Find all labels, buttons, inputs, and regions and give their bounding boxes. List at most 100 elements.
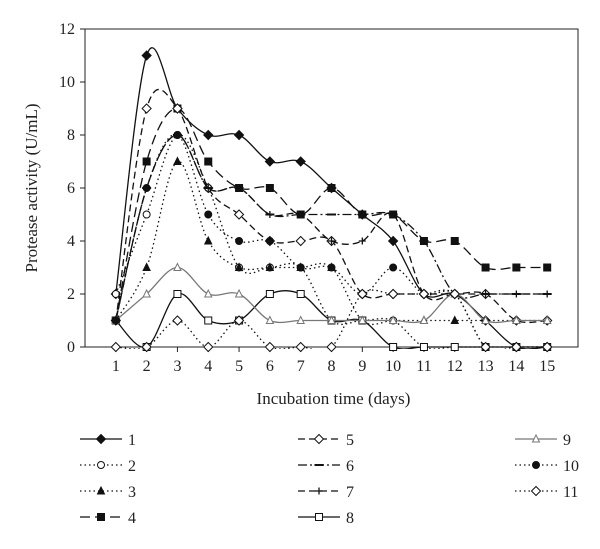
legend-marker bbox=[315, 513, 323, 521]
legend-label: 6 bbox=[346, 458, 354, 475]
data-point bbox=[326, 341, 337, 353]
data-point bbox=[203, 288, 213, 298]
legend-marker bbox=[96, 485, 106, 495]
legend-item-4: 4 bbox=[80, 510, 136, 527]
y-tick-label: 12 bbox=[59, 21, 75, 38]
x-tick-label: 1 bbox=[112, 358, 120, 375]
data-point bbox=[111, 290, 120, 298]
data-point bbox=[233, 209, 245, 220]
data-point bbox=[419, 315, 429, 324]
legend-label: 10 bbox=[563, 458, 579, 475]
legend-item-2: 2 bbox=[80, 458, 136, 475]
data-point bbox=[296, 263, 305, 272]
data-point bbox=[387, 235, 399, 247]
data-point bbox=[358, 315, 367, 324]
x-tick-label: 6 bbox=[266, 358, 274, 375]
data-point bbox=[265, 315, 275, 324]
legend-item-9: 9 bbox=[515, 432, 571, 449]
data-point bbox=[480, 341, 491, 353]
legend-item-10: 10 bbox=[515, 458, 579, 475]
data-point bbox=[173, 290, 182, 298]
data-point bbox=[265, 290, 274, 298]
x-tick-label: 3 bbox=[173, 358, 181, 375]
data-point bbox=[235, 237, 244, 245]
data-point bbox=[266, 211, 274, 218]
legend-marker bbox=[313, 433, 325, 445]
data-point bbox=[141, 50, 152, 61]
data-point bbox=[141, 341, 152, 353]
data-point bbox=[357, 288, 368, 300]
data-point bbox=[203, 235, 213, 245]
legend-marker bbox=[95, 433, 107, 445]
data-point bbox=[541, 341, 553, 353]
legend-label: 9 bbox=[563, 432, 571, 449]
data-point bbox=[173, 131, 182, 139]
x-tick-label: 10 bbox=[385, 358, 401, 375]
data-point bbox=[327, 263, 336, 272]
data-point bbox=[141, 103, 152, 114]
data-point bbox=[233, 129, 245, 141]
y-tick-label: 6 bbox=[67, 180, 75, 197]
x-tick-label: 9 bbox=[358, 358, 366, 375]
data-point bbox=[233, 315, 245, 326]
legend-marker bbox=[530, 485, 542, 497]
series-line-1 bbox=[115, 47, 548, 349]
series-5 bbox=[110, 88, 553, 326]
data-point bbox=[142, 210, 151, 219]
y-tick-label: 8 bbox=[67, 127, 75, 144]
data-point bbox=[418, 288, 430, 300]
data-point bbox=[265, 237, 274, 245]
data-point bbox=[481, 263, 490, 272]
data-point bbox=[512, 315, 521, 324]
data-point bbox=[328, 237, 335, 245]
data-point bbox=[296, 290, 305, 298]
data-point bbox=[389, 343, 398, 351]
x-axis-label: Incubation time (days) bbox=[257, 389, 411, 408]
data-point bbox=[203, 341, 214, 353]
data-point bbox=[203, 129, 214, 141]
data-point bbox=[173, 156, 182, 165]
legend-marker bbox=[97, 461, 105, 469]
data-point bbox=[388, 315, 398, 324]
data-point bbox=[173, 262, 182, 271]
data-point bbox=[204, 184, 212, 192]
legend-item-5: 5 bbox=[298, 432, 354, 449]
legend-marker bbox=[315, 487, 323, 495]
data-point bbox=[512, 290, 520, 298]
data-point bbox=[296, 315, 305, 324]
legend-item-3: 3 bbox=[80, 484, 136, 501]
data-point bbox=[512, 263, 521, 272]
legend-marker bbox=[531, 433, 541, 443]
legend-marker bbox=[532, 461, 540, 469]
legend-label: 8 bbox=[346, 510, 354, 527]
legend-item-7: 7 bbox=[298, 484, 354, 501]
data-point bbox=[297, 211, 305, 218]
data-point bbox=[172, 315, 183, 326]
legend-item-11: 11 bbox=[515, 484, 578, 501]
data-point bbox=[450, 237, 459, 245]
series-1 bbox=[110, 47, 553, 353]
legend-label: 7 bbox=[346, 484, 354, 501]
data-point bbox=[142, 262, 151, 271]
legend-label: 4 bbox=[128, 510, 136, 527]
legend-item-8: 8 bbox=[298, 510, 354, 527]
series-11 bbox=[110, 288, 553, 353]
data-point bbox=[450, 315, 460, 324]
data-point bbox=[204, 316, 213, 325]
data-point bbox=[295, 156, 306, 167]
data-point bbox=[111, 316, 120, 325]
x-tick-label: 14 bbox=[508, 358, 524, 375]
data-point bbox=[142, 157, 151, 166]
legend-label: 11 bbox=[563, 484, 578, 501]
data-point bbox=[142, 184, 151, 192]
series-line-5 bbox=[115, 88, 548, 324]
data-point bbox=[450, 343, 459, 351]
data-point bbox=[265, 262, 275, 271]
y-tick-label: 2 bbox=[67, 286, 75, 303]
data-point bbox=[110, 341, 122, 353]
data-point bbox=[264, 156, 276, 167]
x-tick-label: 4 bbox=[204, 358, 212, 375]
x-tick-label: 11 bbox=[416, 358, 431, 375]
data-point bbox=[235, 184, 243, 192]
